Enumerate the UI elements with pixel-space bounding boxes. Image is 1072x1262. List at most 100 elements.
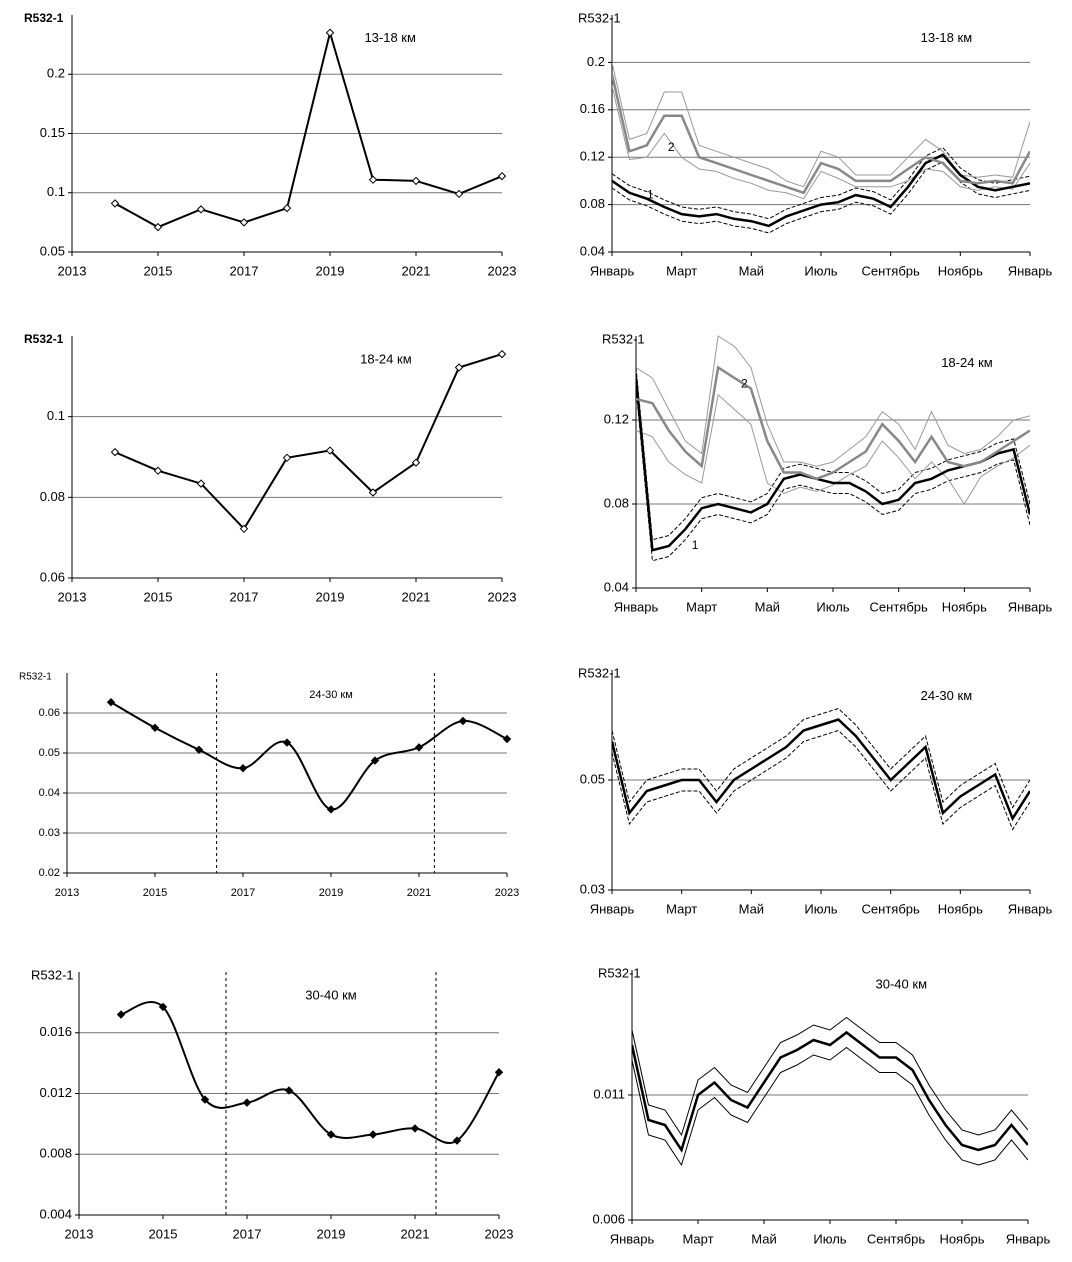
y-tick-label: 0.03 (580, 881, 605, 896)
y-axis-label: R532-1 (578, 665, 621, 680)
data-marker (458, 716, 468, 726)
y-axis-label: R532-1 (602, 331, 645, 346)
data-marker (153, 222, 163, 232)
x-tick-label: 2015 (144, 263, 173, 278)
series-annotation: 2 (741, 376, 748, 390)
data-marker (326, 1130, 336, 1139)
y-tick-label: 0.08 (40, 489, 65, 504)
x-tick-label: Май (755, 599, 780, 614)
data-line (632, 1046, 1028, 1167)
x-tick-label: Январь (1008, 263, 1053, 278)
x-tick-label: 2015 (149, 1226, 178, 1241)
x-tick-label: 2013 (58, 589, 87, 604)
x-tick-label: 2023 (485, 1226, 514, 1241)
data-marker (239, 218, 249, 227)
data-marker (242, 1098, 252, 1107)
x-tick-label: Сентябрь (862, 263, 920, 278)
chart-panel: 0.02 0.03 0.04 0.05 0.06 2013 2015 2017 2019 2021… (19, 672, 519, 899)
data-line (114, 28, 503, 229)
series-annotation: 1 (647, 187, 654, 201)
y-axis-label: R532-1 (19, 672, 52, 683)
data-line (612, 718, 1030, 822)
y-tick-label: 0.012 (39, 1085, 72, 1100)
y-tick-label: 0.2 (587, 54, 605, 69)
data-marker (106, 697, 116, 707)
y-tick-label: 0.016 (39, 1024, 72, 1039)
panel-title: 30-40 км (876, 976, 928, 991)
y-tick-label: 0.05 (39, 747, 60, 759)
data-marker (325, 446, 335, 455)
x-tick-label: Ноябрь (939, 1231, 984, 1246)
chart-panel: 0.03 0.05 Январь Март Май Июль Сентябрь Ноябрь Я… (578, 665, 1053, 916)
data-line (636, 393, 1030, 505)
x-tick-label: 2023 (488, 589, 517, 604)
x-tick-label: Июль (813, 1231, 846, 1246)
data-marker (370, 756, 380, 765)
x-tick-label: Май (739, 901, 764, 916)
chart-panel: 0.004 0.008 0.012 0.016 2013 2015 2017 2019 2021… (31, 967, 513, 1241)
x-tick-label: 2019 (319, 887, 343, 899)
data-marker (110, 199, 120, 208)
data-line (632, 1016, 1028, 1137)
data-marker (497, 171, 507, 181)
y-tick-label: 0.05 (40, 243, 65, 258)
x-tick-label: 2017 (233, 1226, 262, 1241)
x-tick-label: Ноябрь (942, 599, 987, 614)
data-marker (196, 479, 206, 488)
y-tick-label: 0.2 (47, 66, 65, 81)
data-marker (116, 1010, 126, 1019)
panel-title: 24-30 км (309, 689, 353, 701)
data-line (612, 707, 1030, 809)
data-marker (410, 1124, 420, 1133)
y-axis-label: R532-1 (578, 10, 621, 25)
data-line (612, 62, 1030, 188)
chart-panel: 0.04 0.08 0.12 0.16 0.2 Январь Март Май Июль Сент… (578, 10, 1053, 278)
data-marker (411, 458, 421, 467)
chart-panel: 0.06 0.08 0.1 2013 2015 2017 2019 2021 2023 R532-… (24, 332, 516, 604)
data-line (612, 147, 1030, 220)
data-marker (326, 805, 336, 814)
y-tick-label: 0.16 (580, 101, 605, 116)
x-tick-label: 2015 (144, 589, 173, 604)
data-marker (196, 205, 206, 214)
x-tick-label: Ноябрь (938, 901, 983, 916)
y-tick-label: 0.004 (39, 1206, 72, 1221)
data-line (632, 1030, 1028, 1153)
x-tick-label: Ноябрь (938, 263, 983, 278)
y-tick-label: 0.006 (592, 1211, 625, 1226)
x-tick-label: Июль (804, 263, 837, 278)
y-tick-label: 0.08 (604, 495, 629, 510)
data-marker (239, 524, 249, 534)
data-marker (368, 175, 378, 184)
data-line (636, 365, 1030, 481)
x-tick-label: 2021 (402, 589, 431, 604)
x-tick-label: Сентябрь (867, 1231, 925, 1246)
y-tick-label: 0.08 (580, 196, 605, 211)
panel-title: 24-30 км (921, 688, 973, 703)
x-tick-label: Июль (816, 599, 849, 614)
y-axis-label: R532-1 (24, 11, 64, 25)
y-axis-label: R532-1 (24, 332, 64, 346)
x-tick-label: 2013 (55, 887, 79, 899)
x-tick-label: Март (666, 901, 697, 916)
data-marker (411, 176, 421, 186)
x-tick-label: 2019 (316, 263, 345, 278)
data-marker (153, 466, 163, 475)
x-tick-label: Март (686, 599, 717, 614)
x-tick-label: 2015 (143, 887, 167, 899)
data-marker (282, 453, 292, 463)
x-tick-label: 2013 (65, 1226, 94, 1241)
y-tick-label: 0.06 (40, 569, 65, 584)
data-line (636, 367, 1030, 541)
data-marker (454, 189, 464, 199)
chart-panel: 0.05 0.1 0.15 0.2 2013 2015 2017 2019 2021 2023 R5… (24, 11, 516, 278)
series-annotation: 2 (668, 140, 675, 154)
chart-panel: 0.006 0.011 Январь Март Май Июль Сентябрь Ноябр… (592, 965, 1050, 1246)
data-marker (200, 1095, 210, 1104)
data-line (612, 729, 1030, 831)
data-line (612, 85, 1030, 200)
chart-panel: 0.04 0.08 0.12 Январь Март Май Июль Сентябрь Ноя… (602, 331, 1053, 614)
data-marker (150, 723, 160, 733)
data-marker (110, 447, 120, 457)
